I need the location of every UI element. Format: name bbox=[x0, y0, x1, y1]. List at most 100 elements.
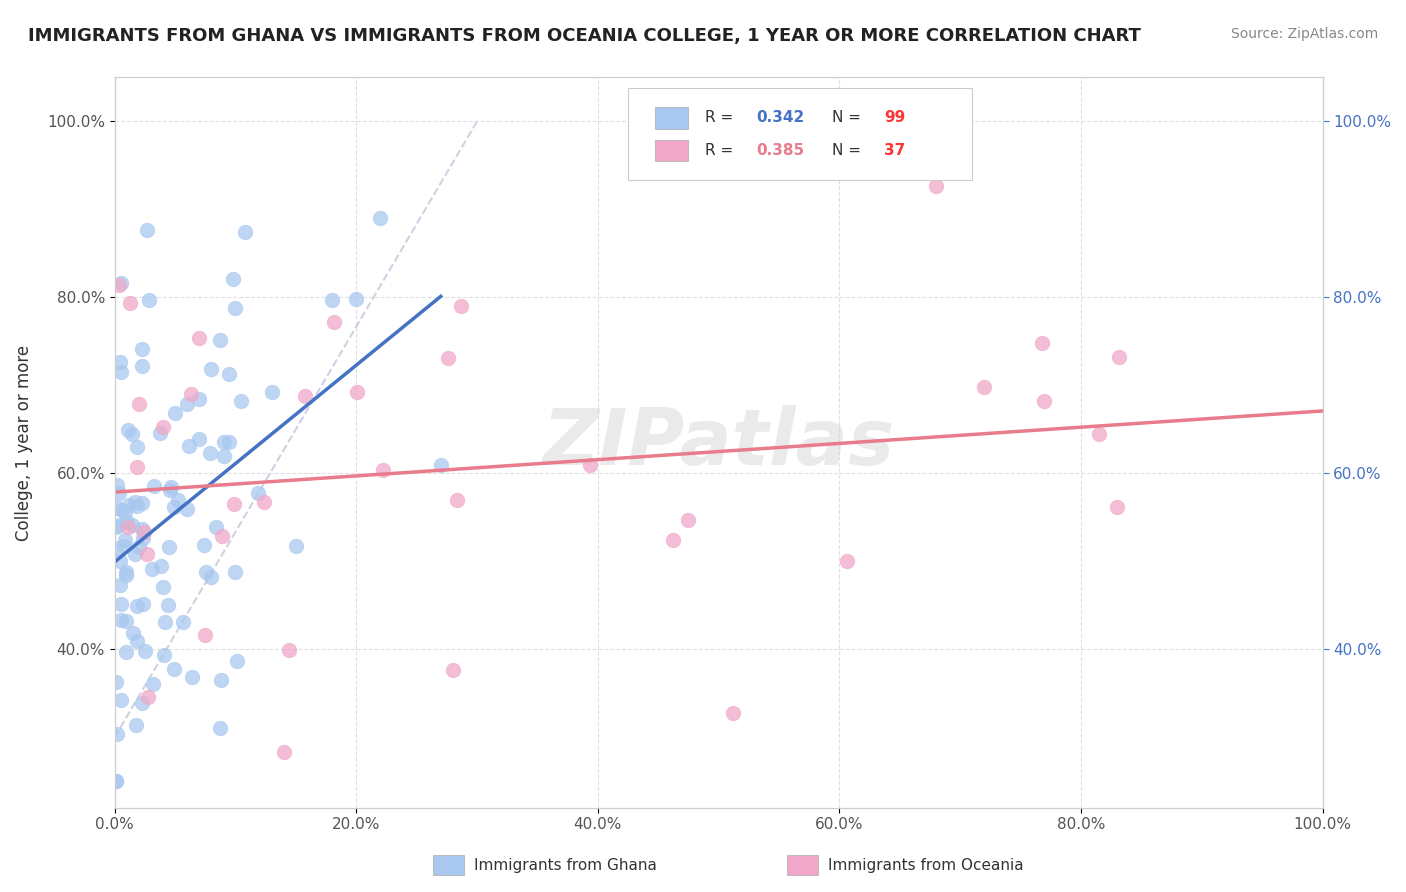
Point bbox=[125, 499, 148, 513]
Point bbox=[104, 541, 127, 555]
Point bbox=[209, 333, 232, 347]
Point bbox=[209, 673, 232, 688]
Text: R =: R = bbox=[706, 110, 738, 125]
Point bbox=[152, 420, 174, 434]
Point bbox=[224, 301, 246, 316]
Point bbox=[138, 293, 160, 308]
Text: 99: 99 bbox=[884, 110, 905, 125]
Point bbox=[835, 554, 858, 568]
Point bbox=[128, 540, 150, 554]
Point bbox=[110, 277, 132, 291]
Text: R =: R = bbox=[706, 143, 738, 158]
Point bbox=[187, 331, 209, 345]
Text: ZIPatlas: ZIPatlas bbox=[543, 405, 894, 481]
Point bbox=[112, 539, 135, 553]
Text: Immigrants from Oceania: Immigrants from Oceania bbox=[828, 858, 1024, 872]
Text: IMMIGRANTS FROM GHANA VS IMMIGRANTS FROM OCEANIA COLLEGE, 1 YEAR OR MORE CORRELA: IMMIGRANTS FROM GHANA VS IMMIGRANTS FROM… bbox=[28, 27, 1142, 45]
Point bbox=[153, 615, 176, 630]
Point bbox=[187, 432, 209, 446]
Point bbox=[200, 361, 222, 376]
Point bbox=[188, 392, 211, 406]
Point bbox=[117, 423, 139, 437]
Point bbox=[125, 718, 148, 732]
Point bbox=[284, 539, 307, 553]
Point bbox=[578, 458, 600, 473]
Text: 0.385: 0.385 bbox=[756, 143, 804, 158]
Point bbox=[322, 314, 344, 328]
Point bbox=[429, 458, 451, 472]
Point bbox=[1088, 426, 1111, 441]
Text: Immigrants from Ghana: Immigrants from Ghana bbox=[474, 858, 657, 872]
Point bbox=[138, 690, 160, 705]
Point bbox=[132, 525, 155, 540]
Point bbox=[117, 520, 139, 534]
Point bbox=[153, 648, 176, 662]
FancyBboxPatch shape bbox=[787, 855, 818, 875]
Point bbox=[163, 662, 186, 676]
Point bbox=[179, 438, 201, 452]
Point bbox=[136, 223, 159, 237]
Point bbox=[131, 496, 153, 510]
Point bbox=[105, 674, 128, 689]
Point bbox=[104, 774, 127, 789]
Point bbox=[114, 565, 136, 579]
Text: Source: ZipAtlas.com: Source: ZipAtlas.com bbox=[1230, 27, 1378, 41]
Point bbox=[278, 643, 301, 657]
Point bbox=[108, 486, 131, 500]
Point bbox=[437, 351, 460, 366]
Point bbox=[676, 513, 699, 527]
Point bbox=[176, 397, 198, 411]
Point bbox=[125, 633, 148, 648]
Point bbox=[346, 384, 368, 399]
Point bbox=[121, 518, 143, 533]
Point bbox=[194, 628, 217, 642]
Point bbox=[450, 299, 472, 313]
Point bbox=[111, 503, 134, 517]
Point bbox=[115, 568, 138, 582]
Point bbox=[193, 538, 215, 552]
Point bbox=[122, 626, 145, 640]
Point bbox=[105, 774, 128, 789]
Point bbox=[114, 533, 136, 548]
Point bbox=[105, 519, 128, 533]
Point bbox=[141, 562, 163, 576]
FancyBboxPatch shape bbox=[628, 88, 973, 179]
Point bbox=[114, 504, 136, 518]
Point bbox=[222, 272, 245, 286]
Point bbox=[156, 598, 179, 612]
Point bbox=[222, 497, 245, 511]
Point bbox=[110, 693, 132, 707]
Point bbox=[661, 533, 683, 548]
Text: 0.342: 0.342 bbox=[756, 110, 804, 125]
Text: N =: N = bbox=[832, 143, 866, 158]
Point bbox=[159, 480, 181, 494]
Point bbox=[115, 615, 138, 629]
Point bbox=[132, 532, 155, 546]
FancyBboxPatch shape bbox=[655, 107, 689, 128]
Point bbox=[143, 478, 166, 492]
Point bbox=[132, 598, 155, 612]
Point bbox=[253, 495, 276, 509]
Point bbox=[131, 359, 153, 373]
Point bbox=[176, 502, 198, 516]
Point bbox=[212, 435, 235, 450]
Point bbox=[108, 355, 131, 369]
Point bbox=[371, 463, 394, 477]
Point bbox=[118, 498, 141, 512]
Point bbox=[273, 745, 295, 759]
Point bbox=[209, 721, 232, 735]
Point bbox=[110, 578, 132, 592]
Point bbox=[149, 426, 172, 441]
Point bbox=[131, 522, 153, 536]
Point bbox=[1107, 500, 1129, 514]
Point bbox=[321, 293, 343, 308]
Point bbox=[165, 406, 187, 420]
Point bbox=[124, 547, 146, 561]
Point bbox=[446, 493, 468, 508]
Point bbox=[1032, 393, 1054, 408]
Point bbox=[150, 559, 173, 574]
Point bbox=[194, 566, 217, 580]
Point bbox=[110, 365, 132, 379]
Point bbox=[107, 500, 129, 515]
Point bbox=[973, 380, 995, 394]
